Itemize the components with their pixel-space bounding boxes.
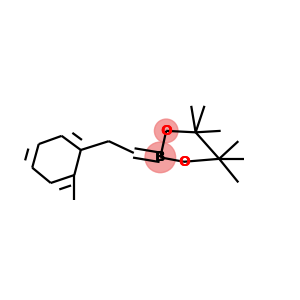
Text: O: O [178, 155, 190, 169]
Text: B: B [155, 150, 166, 164]
Circle shape [145, 142, 176, 173]
Text: O: O [178, 155, 190, 169]
Text: B: B [155, 150, 166, 164]
Circle shape [154, 119, 178, 142]
Text: O: O [160, 124, 172, 138]
Text: O: O [160, 124, 172, 138]
